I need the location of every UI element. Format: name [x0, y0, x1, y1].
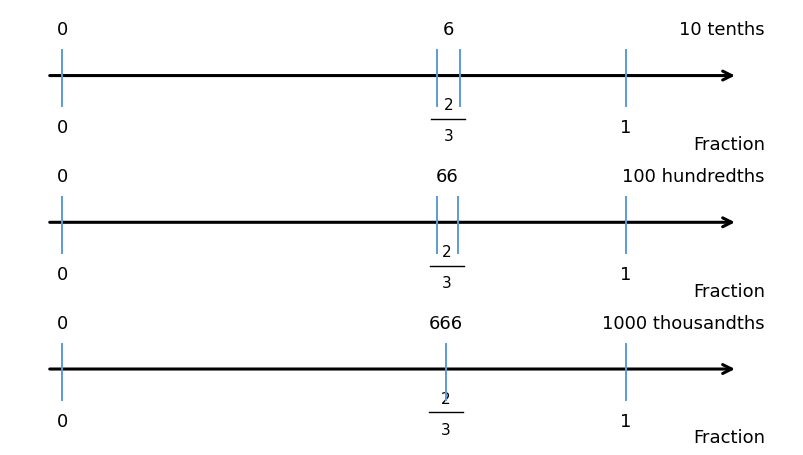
Text: 10 tenths: 10 tenths	[679, 21, 764, 40]
Text: Fraction: Fraction	[692, 429, 764, 446]
Text: 2: 2	[442, 245, 451, 259]
Text: 2: 2	[441, 391, 450, 406]
Text: 3: 3	[441, 422, 450, 437]
Text: 0: 0	[57, 21, 68, 40]
Text: 1: 1	[619, 412, 630, 430]
Text: 3: 3	[442, 275, 451, 290]
Text: Fraction: Fraction	[692, 136, 764, 154]
Text: 66: 66	[435, 168, 458, 186]
Text: 0: 0	[57, 265, 68, 283]
Text: 1000 thousandths: 1000 thousandths	[601, 314, 764, 332]
Text: 0: 0	[57, 314, 68, 332]
Text: 2: 2	[443, 98, 453, 113]
Text: Fraction: Fraction	[692, 282, 764, 300]
Text: 0: 0	[57, 168, 68, 186]
Text: 1: 1	[619, 119, 630, 137]
Text: 1: 1	[619, 265, 630, 283]
Text: 0: 0	[57, 412, 68, 430]
Text: 0: 0	[57, 119, 68, 137]
Text: 100 hundredths: 100 hundredths	[622, 168, 764, 186]
Text: 666: 666	[428, 314, 463, 332]
Text: 3: 3	[443, 129, 453, 144]
Text: 6: 6	[442, 21, 454, 40]
